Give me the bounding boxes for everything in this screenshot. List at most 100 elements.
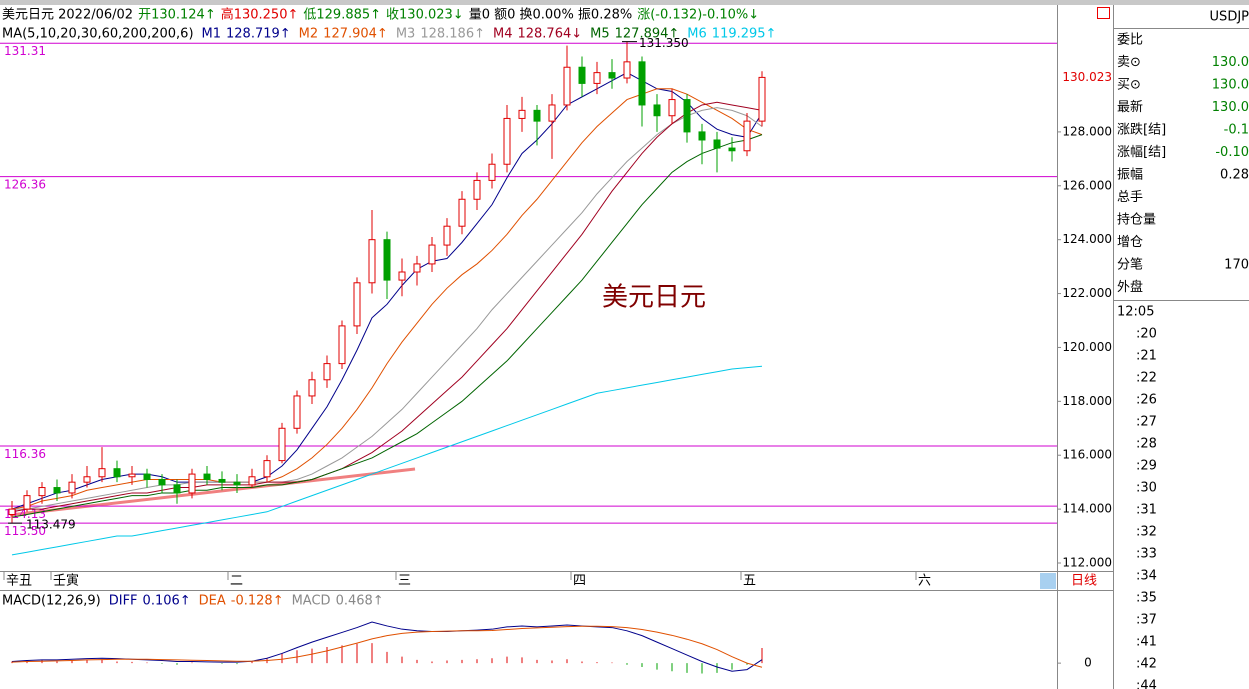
quote-item: 美元日元 2022/06/02	[2, 8, 133, 23]
candle-body	[593, 72, 601, 84]
legend-value: 0.106↑	[143, 594, 191, 609]
tick-time: :21	[1136, 349, 1157, 364]
candle-body	[128, 473, 136, 478]
candle-body	[743, 120, 751, 152]
candle-body	[203, 473, 211, 480]
candle-body	[38, 487, 46, 497]
tick-time: :32	[1136, 525, 1157, 540]
level-label: 113.50	[4, 524, 46, 538]
ma-line	[12, 107, 763, 510]
legend-name: DEA	[199, 594, 226, 609]
row-label: 涨幅[结]	[1117, 145, 1166, 160]
tick-time: :44	[1136, 679, 1157, 689]
macd-title: MACD(12,26,9)	[2, 594, 101, 609]
corner-icon[interactable]	[1097, 7, 1110, 19]
y-tick-label: 128.000	[1062, 124, 1112, 138]
tick-time: :33	[1136, 547, 1157, 562]
candle-body	[443, 225, 451, 246]
row-label: 持仓量	[1117, 213, 1156, 228]
legend-name: DIFF	[109, 594, 138, 609]
quote-item: 低129.885↑	[303, 8, 381, 23]
ma-line	[11, 88, 763, 510]
tick-time: :35	[1136, 591, 1157, 606]
candle-body	[713, 139, 721, 149]
candle-body	[293, 395, 301, 429]
candle-body	[263, 460, 271, 478]
candle-body	[53, 487, 61, 494]
candle-body	[488, 163, 496, 181]
candle-body	[758, 76, 766, 122]
candle-body	[398, 271, 406, 281]
candle-body	[173, 484, 181, 494]
tick-time: :42	[1136, 657, 1157, 672]
price-tag-bg	[1058, 69, 1113, 86]
tick-time: :37	[1136, 613, 1157, 628]
time-label: 五	[743, 574, 756, 589]
legend-value: 127.894↑	[615, 27, 680, 42]
tick-time: :28	[1136, 437, 1157, 452]
time-label: 六	[918, 574, 931, 589]
candle-body	[698, 131, 706, 141]
tick-time: :30	[1136, 481, 1157, 496]
row-label: 涨跌[结]	[1117, 122, 1166, 138]
candle-body	[518, 109, 526, 119]
macd-line	[11, 625, 763, 668]
legend-value: 0.468↑	[336, 594, 384, 609]
level-label: 116.36	[4, 447, 46, 461]
candle-body	[623, 61, 631, 79]
time-label: 三	[398, 574, 411, 589]
legend-name: M3	[396, 27, 416, 42]
legend-value: 128.764↓	[517, 27, 582, 42]
time-label: 壬寅	[53, 573, 79, 589]
ma-line	[11, 365, 763, 556]
candle-body	[83, 476, 91, 483]
row-label: 分笔	[1117, 257, 1143, 273]
candle-body	[278, 427, 286, 462]
level-label: 126.36	[4, 178, 46, 192]
row-label: 总手	[1117, 190, 1143, 205]
candle-body	[188, 473, 196, 494]
candle-body	[428, 244, 436, 265]
row-value: 130.0	[1212, 78, 1249, 93]
y-tick-label: 120.000	[1062, 340, 1112, 354]
legend-value: 127.904↑	[323, 27, 388, 42]
quote-item: 高130.250↑	[221, 7, 299, 23]
watermark: 美元日元	[602, 283, 706, 313]
quote-item: 开130.124↑	[138, 8, 216, 23]
ma-line	[11, 101, 763, 513]
candle-body	[248, 476, 256, 486]
candle-body	[218, 478, 226, 483]
y-tick-label: 112.000	[1062, 555, 1112, 569]
top-strip	[0, 0, 1249, 5]
candle-body	[383, 239, 391, 281]
y-tick-label: 118.000	[1062, 394, 1112, 408]
legend-name: M1	[202, 27, 222, 42]
y-tick-label: 114.000	[1062, 502, 1112, 516]
row-label: 买⊙	[1117, 78, 1141, 93]
tick-time: :41	[1136, 635, 1157, 650]
candle-body	[668, 99, 676, 117]
ma-line	[11, 134, 763, 518]
legend-value: 128.719↑	[226, 27, 291, 42]
candle-body	[338, 325, 346, 365]
y-tick-label: 124.000	[1062, 232, 1112, 246]
tick-time: :27	[1136, 415, 1157, 430]
tick-time: :31	[1136, 503, 1157, 518]
row-label: 外盘	[1117, 279, 1143, 295]
y-tick-label: 116.000	[1062, 448, 1112, 462]
tick-time: :34	[1136, 569, 1157, 584]
quote-item: 收130.023↓	[386, 8, 464, 23]
candle-body	[158, 478, 166, 486]
legend-name: MACD	[292, 594, 331, 609]
candle-body	[353, 282, 361, 327]
tick-time: :29	[1136, 459, 1157, 474]
period-button[interactable]: 日线	[1071, 574, 1097, 589]
candle-body	[473, 179, 481, 200]
candle-body	[368, 239, 376, 284]
legend-name: M4	[493, 27, 513, 42]
candle-body	[458, 198, 466, 227]
scroll-button[interactable]	[1040, 573, 1056, 589]
row-label: 卖⊙	[1117, 55, 1141, 70]
row-label: 最新	[1117, 99, 1143, 115]
